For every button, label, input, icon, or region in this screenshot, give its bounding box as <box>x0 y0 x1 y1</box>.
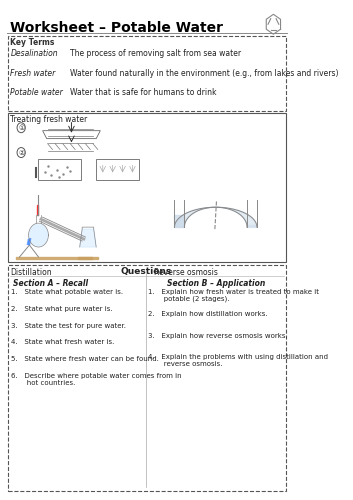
Text: Potable water: Potable water <box>11 88 63 97</box>
Text: 4.   Explain the problems with using distillation and
       reverse osmosis.: 4. Explain the problems with using disti… <box>148 354 328 368</box>
Text: Questions: Questions <box>121 267 172 276</box>
Text: Fresh water: Fresh water <box>11 69 56 78</box>
Text: Water that is safe for humans to drink: Water that is safe for humans to drink <box>70 88 216 97</box>
Polygon shape <box>29 223 48 247</box>
Text: 4.   State what fresh water is.: 4. State what fresh water is. <box>11 340 115 345</box>
Text: The process of removing salt from sea water: The process of removing salt from sea wa… <box>70 49 241 58</box>
Text: 6.   Describe where potable water comes from in
       hot countries.: 6. Describe where potable water comes fr… <box>11 374 182 386</box>
Text: Section B – Application: Section B – Application <box>167 279 265 288</box>
Text: ②: ② <box>18 150 24 156</box>
Text: 3.   Explain how reverse osmosis works.: 3. Explain how reverse osmosis works. <box>148 332 288 338</box>
Polygon shape <box>80 229 96 247</box>
Text: 2.   State what pure water is.: 2. State what pure water is. <box>11 306 113 312</box>
Text: 3.   State the test for pure water.: 3. State the test for pure water. <box>11 322 126 328</box>
Text: 5.   State where fresh water can be found.: 5. State where fresh water can be found. <box>11 356 159 362</box>
Text: Treating fresh water: Treating fresh water <box>11 115 88 124</box>
Text: Key Terms: Key Terms <box>11 38 55 47</box>
Text: Water found naturally in the environment (e.g., from lakes and rivers): Water found naturally in the environment… <box>70 69 338 78</box>
Text: ①: ① <box>18 124 24 130</box>
Text: Worksheet – Potable Water: Worksheet – Potable Water <box>10 22 223 36</box>
Polygon shape <box>174 207 257 227</box>
Text: Desalination: Desalination <box>11 49 58 58</box>
Text: Reverse osmosis: Reverse osmosis <box>154 268 218 277</box>
Text: 2.   Explain how distillation works.: 2. Explain how distillation works. <box>148 310 268 316</box>
Text: 1.   Explain how fresh water is treated to make it
       potable (2 stages).: 1. Explain how fresh water is treated to… <box>148 289 319 302</box>
Text: Distillation: Distillation <box>11 268 52 277</box>
Text: 1.   State what potable water is.: 1. State what potable water is. <box>11 289 124 295</box>
Text: Section A – Recall: Section A – Recall <box>13 279 88 288</box>
